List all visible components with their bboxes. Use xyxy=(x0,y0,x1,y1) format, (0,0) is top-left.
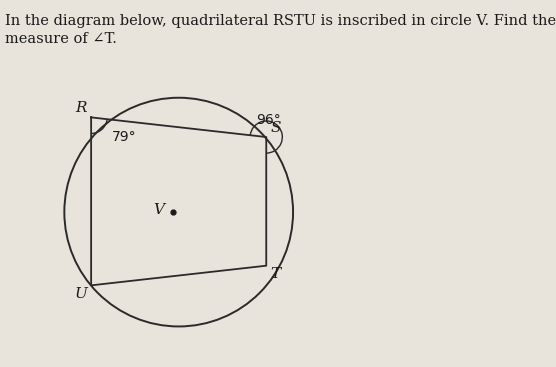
Text: S: S xyxy=(270,121,281,135)
Text: T: T xyxy=(270,267,280,281)
Text: 79°: 79° xyxy=(112,130,136,143)
Text: In the diagram below, quadrilateral RSTU is inscribed in circle V. Find the: In the diagram below, quadrilateral RSTU… xyxy=(6,14,556,28)
Text: R: R xyxy=(76,101,87,115)
Text: measure of ∠T.: measure of ∠T. xyxy=(6,32,117,46)
Text: 96°: 96° xyxy=(256,113,281,127)
Text: V: V xyxy=(153,203,165,217)
Text: U: U xyxy=(75,287,87,301)
